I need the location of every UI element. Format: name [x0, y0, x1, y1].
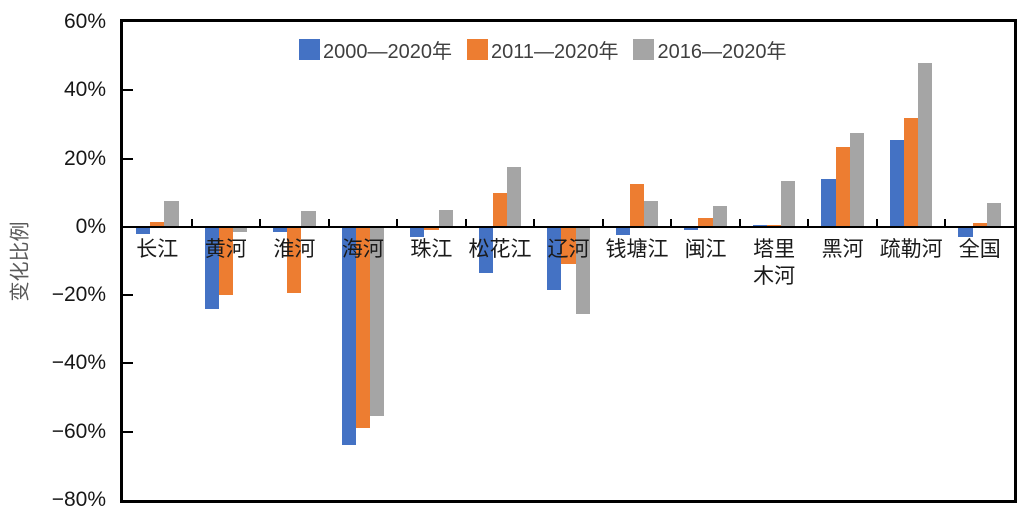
- bar: [821, 179, 836, 227]
- x-tick-mark: [670, 218, 673, 227]
- legend-item: 2011—2020年: [466, 35, 619, 64]
- bar: [369, 226, 385, 417]
- legend: 2000—2020年 2011—2020年 2016—2020年: [299, 35, 786, 64]
- y-tick-label: −60%: [51, 419, 106, 443]
- bar: [135, 226, 151, 234]
- y-tick-label: −40%: [51, 351, 106, 375]
- y-tick-label: 20%: [63, 146, 106, 170]
- category-label: 珠江: [410, 237, 453, 261]
- bar: [849, 132, 864, 227]
- bar: [835, 146, 850, 227]
- bar: [232, 226, 248, 232]
- y-tick-label: −20%: [51, 283, 106, 307]
- bar: [781, 180, 796, 227]
- bar: [410, 226, 425, 238]
- legend-label: 2000—2020年: [323, 41, 452, 63]
- bar: [629, 184, 645, 227]
- bar: [644, 201, 659, 227]
- y-tick-label: 40%: [63, 78, 106, 102]
- bar: [958, 226, 973, 238]
- legend-item: 2016—2020年: [633, 35, 786, 64]
- bar: [164, 201, 179, 227]
- bar: [561, 226, 576, 265]
- bar: [492, 192, 508, 227]
- bar: [287, 226, 302, 294]
- bar: [712, 206, 727, 227]
- y-tick-label: 0%: [75, 214, 106, 238]
- plot-area-border: [120, 19, 1017, 503]
- bar: [218, 226, 233, 296]
- category-label: 辽河: [547, 237, 590, 261]
- x-tick-mark: [944, 218, 947, 227]
- category-label: 全国: [958, 237, 1001, 261]
- y-tick-mark: [123, 157, 133, 160]
- x-tick-mark: [464, 218, 467, 227]
- y-tick-label: −80%: [51, 488, 106, 511]
- y-tick-label: 60%: [63, 10, 106, 33]
- bar: [615, 226, 630, 236]
- legend-swatch-icon: [633, 39, 655, 60]
- y-tick-mark: [123, 430, 133, 433]
- category-label: 黄河: [204, 237, 247, 261]
- bar: [204, 226, 219, 309]
- y-tick-mark: [123, 294, 133, 297]
- category-label: 淮河: [273, 237, 316, 261]
- category-label: 长江: [136, 237, 179, 261]
- bar: [355, 226, 370, 429]
- bar: [301, 211, 316, 227]
- category-label: 钱塘江: [605, 237, 669, 261]
- zero-axis-line: [123, 225, 1014, 228]
- x-tick-mark: [190, 218, 193, 227]
- bar: [575, 226, 590, 314]
- bar: [684, 226, 699, 231]
- bar: [150, 221, 165, 227]
- legend-swatch-icon: [299, 39, 320, 60]
- bar: [424, 226, 439, 231]
- bar: [918, 62, 933, 227]
- legend-item: 2000—2020年: [299, 35, 452, 64]
- y-tick-mark: [123, 362, 133, 365]
- legend-swatch-icon: [466, 39, 488, 60]
- category-label: 闽江: [684, 237, 727, 261]
- legend-label: 2011—2020年: [490, 41, 619, 63]
- bar: [341, 226, 356, 446]
- bar: [478, 226, 493, 273]
- bar: [507, 167, 522, 227]
- x-tick-mark: [327, 218, 330, 227]
- bar: [698, 218, 713, 227]
- bar: [438, 209, 453, 227]
- category-label: 疏勒河: [879, 237, 943, 261]
- x-tick-mark: [396, 218, 399, 227]
- category-label: 海河: [341, 237, 384, 261]
- category-label: 塔里 木河: [753, 237, 796, 288]
- y-tick-mark: [123, 89, 133, 92]
- bar: [273, 226, 288, 232]
- legend-label: 2016—2020年: [657, 41, 787, 63]
- y-tick-mark: [123, 225, 133, 228]
- bar: [547, 226, 562, 290]
- category-label: 松花江: [468, 237, 532, 261]
- x-tick-mark: [601, 218, 604, 227]
- bar: [986, 202, 1001, 227]
- bar: [904, 117, 919, 227]
- category-label: 黑河: [821, 237, 864, 261]
- x-tick-mark: [533, 218, 536, 227]
- bar: [889, 139, 905, 227]
- x-tick-mark: [738, 218, 741, 227]
- bar: [972, 223, 987, 227]
- x-tick-mark: [875, 218, 878, 227]
- x-tick-mark: [807, 218, 810, 227]
- x-tick-mark: [259, 218, 262, 227]
